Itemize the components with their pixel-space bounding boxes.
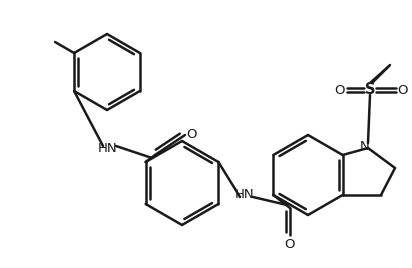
Text: HN: HN <box>235 188 255 202</box>
Text: HN: HN <box>98 142 118 154</box>
Text: O: O <box>285 237 295 251</box>
Text: O: O <box>187 128 197 142</box>
Text: O: O <box>335 84 345 96</box>
Text: O: O <box>398 84 408 96</box>
Text: S: S <box>365 83 375 98</box>
Text: N: N <box>360 140 370 152</box>
